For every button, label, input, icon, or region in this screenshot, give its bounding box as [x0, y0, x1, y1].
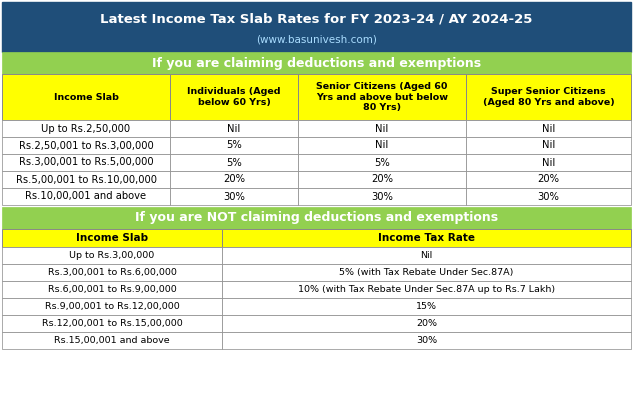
Bar [466, 74, 631, 120]
Bar [2, 171, 170, 188]
Text: Income Tax Rate: Income Tax Rate [378, 233, 475, 243]
Text: Nil: Nil [420, 251, 432, 260]
Bar [298, 188, 466, 205]
Text: 20%: 20% [223, 175, 245, 184]
Text: Nil: Nil [542, 140, 555, 151]
Text: Super Senior Citizens
(Aged 80 Yrs and above): Super Senior Citizens (Aged 80 Yrs and a… [482, 87, 615, 107]
Bar [222, 264, 631, 281]
Bar [466, 188, 631, 205]
Text: 30%: 30% [371, 192, 393, 201]
Bar [170, 137, 298, 154]
Text: 30%: 30% [537, 192, 560, 201]
Text: If you are claiming deductions and exemptions: If you are claiming deductions and exemp… [152, 57, 481, 70]
Text: Nil: Nil [375, 123, 389, 133]
Bar [2, 74, 170, 120]
Text: Income Slab: Income Slab [76, 233, 148, 243]
Text: Nil: Nil [227, 123, 241, 133]
Text: Income Slab: Income Slab [54, 92, 118, 101]
Text: Rs.5,00,001 to Rs.10,00,000: Rs.5,00,001 to Rs.10,00,000 [15, 175, 156, 184]
Bar [2, 298, 222, 315]
Bar [2, 315, 222, 332]
Bar [2, 52, 631, 74]
Bar [2, 137, 170, 154]
Bar [2, 2, 631, 52]
Text: 20%: 20% [416, 319, 437, 328]
Text: Rs.3,00,001 to Rs.5,00,000: Rs.3,00,001 to Rs.5,00,000 [19, 158, 153, 168]
Bar [2, 188, 170, 205]
Text: Rs.3,00,001 to Rs.6,00,000: Rs.3,00,001 to Rs.6,00,000 [47, 268, 177, 277]
Text: If you are NOT claiming deductions and exemptions: If you are NOT claiming deductions and e… [135, 212, 498, 225]
Text: Up to Rs.2,50,000: Up to Rs.2,50,000 [41, 123, 130, 133]
Bar [298, 137, 466, 154]
Bar [170, 154, 298, 171]
Text: Rs.9,00,001 to Rs.12,00,000: Rs.9,00,001 to Rs.12,00,000 [44, 302, 179, 311]
Bar [2, 247, 222, 264]
Bar [2, 120, 170, 137]
Text: 5%: 5% [226, 158, 242, 168]
Text: 30%: 30% [223, 192, 245, 201]
Text: (www.basunivesh.com): (www.basunivesh.com) [256, 35, 377, 44]
Text: 15%: 15% [416, 302, 437, 311]
Text: Nil: Nil [542, 158, 555, 168]
Bar [222, 298, 631, 315]
Text: Nil: Nil [375, 140, 389, 151]
Bar [2, 154, 170, 171]
Text: Latest Income Tax Slab Rates for FY 2023-24 / AY 2024-25: Latest Income Tax Slab Rates for FY 2023… [100, 12, 533, 25]
Text: Rs.15,00,001 and above: Rs.15,00,001 and above [54, 336, 170, 345]
Bar [222, 229, 631, 247]
Text: 5%: 5% [374, 158, 390, 168]
Bar [298, 74, 466, 120]
Text: 5%: 5% [226, 140, 242, 151]
Bar [2, 281, 222, 298]
Bar [222, 247, 631, 264]
Bar [298, 154, 466, 171]
Bar [170, 171, 298, 188]
Text: Rs.2,50,001 to Rs.3,00,000: Rs.2,50,001 to Rs.3,00,000 [18, 140, 153, 151]
Text: Rs.10,00,001 and above: Rs.10,00,001 and above [25, 192, 147, 201]
Text: 20%: 20% [537, 175, 560, 184]
Bar [222, 315, 631, 332]
Text: 20%: 20% [371, 175, 393, 184]
Text: Rs.12,00,001 to Rs.15,00,000: Rs.12,00,001 to Rs.15,00,000 [42, 319, 182, 328]
Bar [170, 120, 298, 137]
Bar [2, 207, 631, 229]
Bar [222, 281, 631, 298]
Text: 10% (with Tax Rebate Under Sec.87A up to Rs.7 Lakh): 10% (with Tax Rebate Under Sec.87A up to… [298, 285, 555, 294]
Text: Senior Citizens (Aged 60
Yrs and above but below
80 Yrs): Senior Citizens (Aged 60 Yrs and above b… [316, 82, 448, 112]
Bar [466, 120, 631, 137]
Bar [298, 120, 466, 137]
Bar [466, 137, 631, 154]
Bar [170, 74, 298, 120]
Bar [466, 154, 631, 171]
Text: Individuals (Aged
below 60 Yrs): Individuals (Aged below 60 Yrs) [187, 87, 281, 107]
Bar [298, 171, 466, 188]
Text: Up to Rs.3,00,000: Up to Rs.3,00,000 [70, 251, 154, 260]
Bar [466, 171, 631, 188]
Text: 5% (with Tax Rebate Under Sec.87A): 5% (with Tax Rebate Under Sec.87A) [339, 268, 514, 277]
Bar [170, 188, 298, 205]
Bar [2, 332, 222, 349]
Text: 30%: 30% [416, 336, 437, 345]
Text: Rs.6,00,001 to Rs.9,00,000: Rs.6,00,001 to Rs.9,00,000 [47, 285, 177, 294]
Bar [2, 229, 222, 247]
Bar [222, 332, 631, 349]
Text: Nil: Nil [542, 123, 555, 133]
Bar [2, 264, 222, 281]
